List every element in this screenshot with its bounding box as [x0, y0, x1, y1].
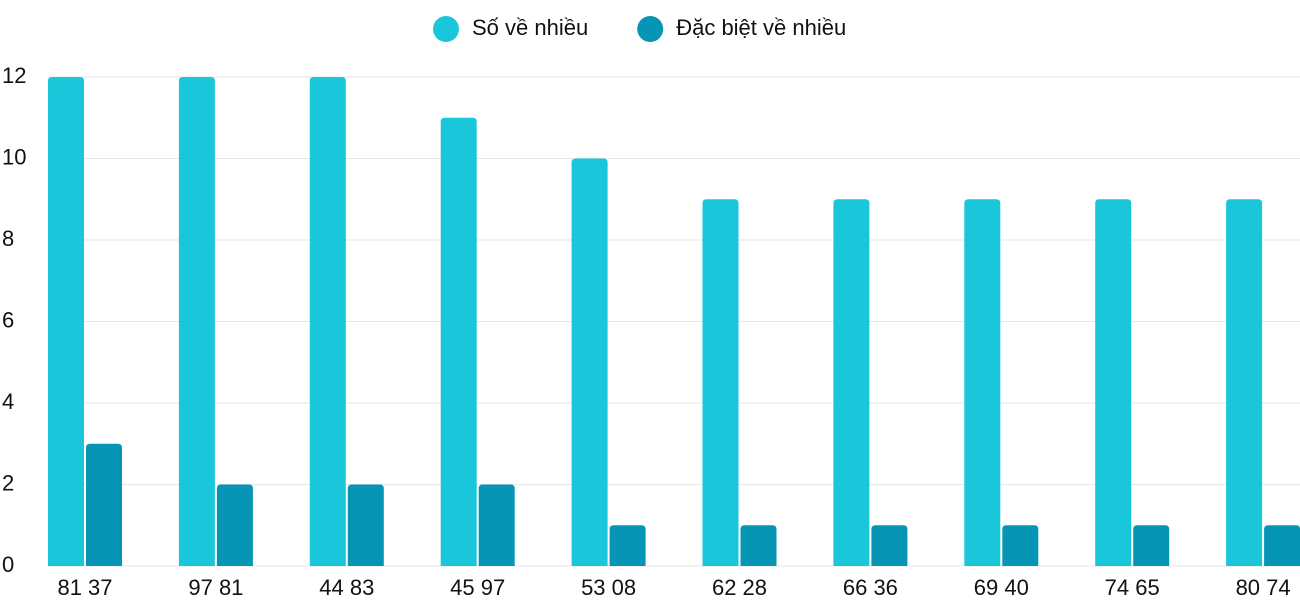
legend-marker: [433, 16, 459, 42]
bar: [216, 484, 253, 566]
x-tick-label: 62 28: [712, 575, 767, 600]
x-tick-label: 97 81: [188, 575, 243, 600]
bar: [1264, 525, 1300, 566]
x-tick-label: 74 65: [1105, 575, 1160, 600]
bar: [1095, 199, 1132, 566]
y-tick-label: 8: [2, 226, 14, 251]
bar: [871, 525, 908, 566]
x-tick-label: 80 74: [1236, 575, 1291, 600]
y-tick-label: 0: [2, 552, 14, 577]
bar: [702, 199, 739, 566]
bar: [347, 484, 384, 566]
legend-marker: [637, 16, 664, 42]
bar: [440, 117, 477, 566]
bar: [1133, 525, 1170, 566]
x-tick-label: 53 08: [581, 575, 636, 600]
x-tick-label: 66 36: [843, 575, 898, 600]
bar: [833, 199, 870, 566]
bar: [86, 443, 122, 566]
y-tick-label: 12: [2, 63, 26, 88]
y-tick-label: 6: [2, 307, 14, 332]
x-tick-label: 69 40: [974, 575, 1029, 600]
x-tick-label: 45 97: [450, 575, 505, 600]
bar: [178, 77, 215, 566]
bar: [571, 158, 608, 566]
x-tick-label: 81 37: [57, 575, 112, 600]
x-tick-label: 44 83: [319, 575, 374, 600]
legend-label: Số về nhiều: [472, 15, 588, 40]
y-tick-label: 4: [2, 389, 14, 414]
legend-label: Đặc biệt về nhiều: [676, 15, 846, 40]
bar: [1226, 199, 1263, 566]
bar: [609, 525, 646, 566]
bar: [964, 199, 1001, 566]
bar: [309, 77, 346, 566]
y-tick-label: 10: [2, 144, 26, 169]
bar: [478, 484, 515, 566]
bar: [1002, 525, 1039, 566]
y-tick-label: 2: [2, 470, 14, 495]
bar: [740, 525, 777, 566]
bar: [48, 77, 84, 566]
